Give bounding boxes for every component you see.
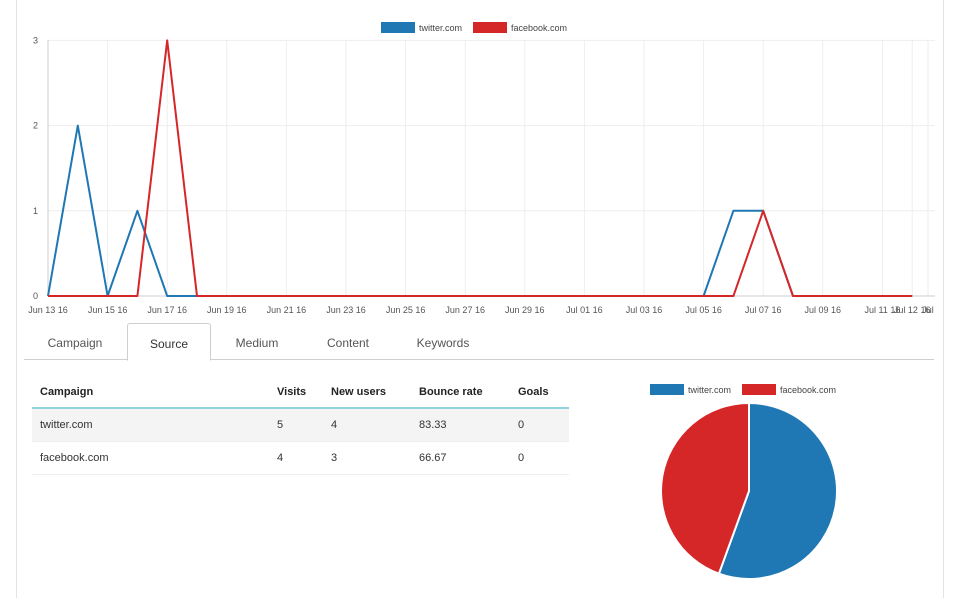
x-tick-label: Jul 05 16 xyxy=(685,305,722,315)
x-tick-label: Jul 01 16 xyxy=(566,305,603,315)
legend-swatch xyxy=(473,22,507,33)
y-tick-label: 0 xyxy=(33,291,38,301)
x-tick-label: Jun 25 16 xyxy=(386,305,426,315)
pie-slice-twitter.com xyxy=(717,401,839,580)
cell-new-users: 3 xyxy=(323,441,411,475)
x-tick-label: Jun 19 16 xyxy=(207,305,247,315)
y-tick-label: 1 xyxy=(33,206,38,216)
legend-label: facebook.com xyxy=(511,23,567,33)
x-tick-label: Jun 27 16 xyxy=(445,305,485,315)
cell-campaign: twitter.com xyxy=(32,408,269,442)
source-table: Campaign Visits New users Bounce rate Go… xyxy=(32,376,569,475)
y-tick-label: 3 xyxy=(33,35,38,45)
x-tick-label: Jul 09 16 xyxy=(805,305,842,315)
cell-new-users: 4 xyxy=(323,408,411,442)
line-chart: Jun 13 16 Jun 15 16 Jun 17 16 Jun 19 16 Jun … xyxy=(28,22,935,315)
series-line-facebook.com xyxy=(48,39,913,297)
table-row: twitter.com 5 4 83.33 0 xyxy=(32,408,569,442)
x-tick-label: Jun 13 16 xyxy=(28,305,68,315)
cell-goals: 0 xyxy=(510,441,569,475)
x-tick-label: Jul 03 16 xyxy=(626,305,663,315)
cell-visits: 4 xyxy=(269,441,323,475)
table-header-row: Campaign Visits New users Bounce rate Go… xyxy=(32,376,569,409)
header-bounce-rate[interactable]: Bounce rate xyxy=(411,376,510,409)
tab-campaign[interactable]: Campaign xyxy=(47,336,103,350)
x-tick-label: Jun 21 16 xyxy=(267,305,307,315)
cell-goals: 0 xyxy=(510,408,569,442)
pie-slice-facebook.com xyxy=(660,401,750,575)
x-tick-label: Jul 11 16 xyxy=(864,305,900,315)
legend-label: facebook.com xyxy=(780,385,836,395)
tab-medium[interactable]: Medium xyxy=(235,336,279,350)
x-tick-label: Jun 29 16 xyxy=(505,305,545,315)
header-goals[interactable]: Goals xyxy=(510,376,569,409)
x-tick-label: Jun 15 16 xyxy=(88,305,128,315)
x-tick-label: Jun 17 16 xyxy=(147,305,187,315)
x-tick-label: Jun 23 16 xyxy=(326,305,366,315)
header-visits[interactable]: Visits xyxy=(269,376,323,409)
cell-bounce-rate: 83.33 xyxy=(411,408,510,442)
cell-campaign: facebook.com xyxy=(32,441,269,475)
legend-label: twitter.com xyxy=(419,23,462,33)
pie-chart: twitter.com facebook.com xyxy=(650,384,839,580)
table-row: facebook.com 4 3 66.67 0 xyxy=(32,441,569,475)
tab-source[interactable]: Source xyxy=(127,323,211,361)
header-campaign[interactable]: Campaign xyxy=(32,376,269,409)
tab-keywords[interactable]: Keywords xyxy=(416,336,470,350)
cell-visits: 5 xyxy=(269,408,323,442)
x-tick-label: Jul 07 16 xyxy=(745,305,782,315)
tab-content[interactable]: Content xyxy=(326,336,370,350)
legend-swatch xyxy=(650,384,684,395)
legend-swatch xyxy=(742,384,776,395)
x-tick-label: Jul xyxy=(922,305,934,315)
tab-bar: Campaign Source Medium Content Keywords xyxy=(24,323,934,361)
cell-bounce-rate: 66.67 xyxy=(411,441,510,475)
x-tick-label: Jul 12 16 xyxy=(894,305,931,315)
header-new-users[interactable]: New users xyxy=(323,376,411,409)
y-tick-label: 2 xyxy=(33,121,38,131)
legend-label: twitter.com xyxy=(688,385,731,395)
legend-swatch xyxy=(381,22,415,33)
